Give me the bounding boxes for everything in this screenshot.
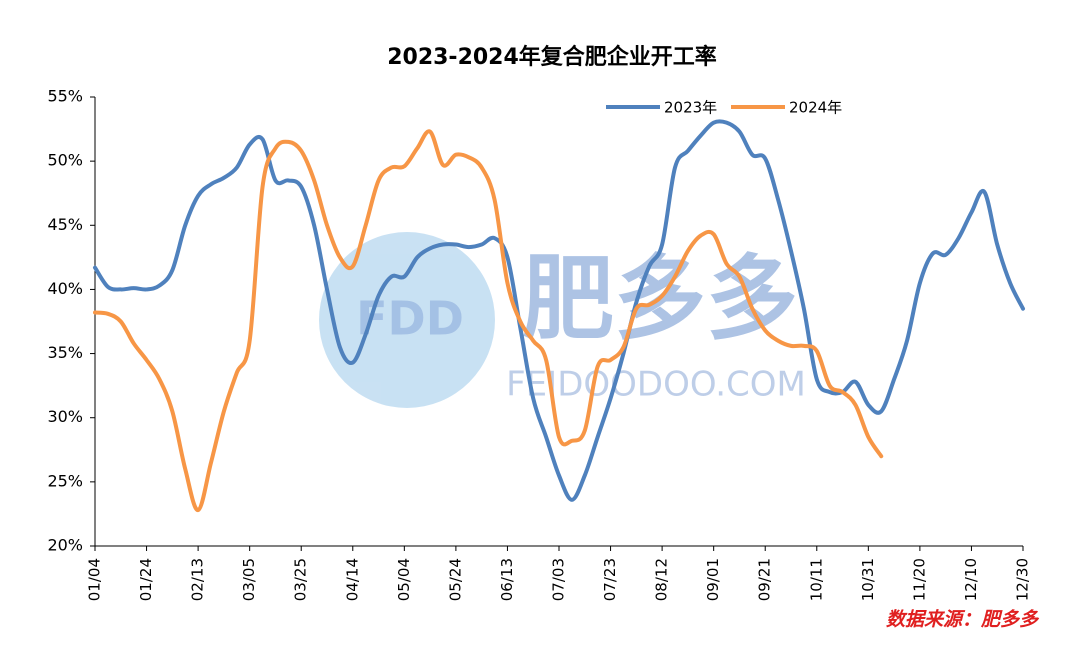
watermark-logo	[319, 232, 495, 408]
y-tick-label: 20%	[47, 536, 83, 555]
y-tick-label: 25%	[47, 471, 83, 490]
legend-label: 2024年	[789, 99, 842, 117]
y-tick-label: 35%	[47, 343, 83, 362]
x-tick-label: 06/13	[498, 558, 516, 601]
x-tick-label: 07/23	[601, 558, 619, 601]
x-tick-label: 12/30	[1014, 558, 1032, 601]
x-tick-label: 03/05	[240, 558, 258, 601]
x-tick-label: 09/01	[704, 558, 722, 601]
x-tick-label: 05/24	[446, 558, 464, 601]
x-tick-label: 08/12	[653, 558, 671, 601]
y-tick-label: 45%	[47, 215, 83, 234]
line-series	[93, 129, 884, 513]
x-tick-label: 02/13	[189, 558, 207, 601]
watermark-url: FEIDOODOO.COM	[506, 365, 806, 405]
watermark-logo-text: FDD	[356, 292, 464, 346]
x-tick-label: 04/14	[343, 558, 361, 601]
watermark: FDD 肥多多 FEIDOODOO.COM	[319, 232, 806, 408]
y-tick-label: 55%	[47, 87, 83, 106]
source-note: 数据来源：肥多多	[886, 609, 1040, 631]
y-tick-label: 50%	[47, 151, 83, 170]
x-tick-label: 01/24	[137, 558, 155, 601]
x-tick-label: 03/25	[292, 558, 310, 601]
x-tick-label: 07/03	[550, 558, 568, 601]
x-tick-label: 09/21	[756, 558, 774, 601]
legend-label: 2023年	[664, 99, 717, 117]
x-tick-label: 10/11	[807, 558, 825, 601]
y-tick-label: 40%	[47, 279, 83, 298]
chart-title: 2023-2024年复合肥企业开工率	[387, 44, 717, 70]
x-tick-label: 12/10	[962, 558, 980, 601]
x-tick-label: 01/04	[86, 558, 104, 601]
y-tick-label: 30%	[47, 407, 83, 426]
x-tick-label: 10/31	[859, 558, 877, 601]
x-tick-label: 05/04	[395, 558, 413, 601]
x-tick-label: 11/20	[910, 558, 928, 601]
line-series	[93, 119, 1025, 502]
